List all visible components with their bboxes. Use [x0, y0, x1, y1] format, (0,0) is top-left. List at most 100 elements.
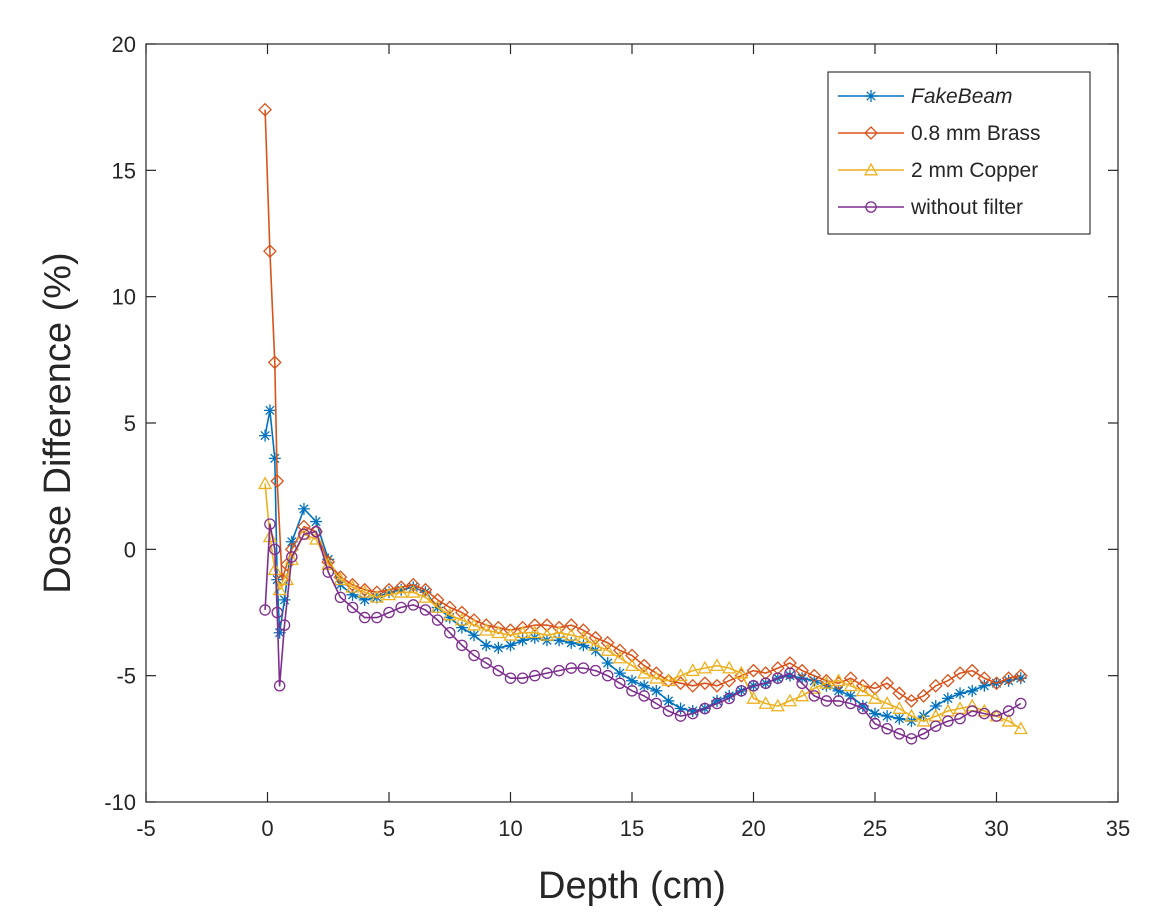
data-point-0-29: [565, 636, 578, 649]
data-point-1-38: [673, 676, 688, 691]
data-point-2-36: [661, 673, 676, 687]
data-point-3-18: [431, 614, 444, 626]
data-point-2-20: [466, 617, 482, 631]
data-point-0-60-shape: [941, 692, 954, 705]
data-point-2-46: [782, 693, 798, 707]
data-point-0-20-shape: [455, 621, 468, 634]
data-point-2-41: [722, 660, 737, 674]
legend-label-0: FakeBeam: [911, 85, 1013, 108]
data-point-0-47-shape: [783, 669, 796, 682]
data-point-0-28: [553, 634, 566, 647]
data-point-3-39: [687, 707, 699, 720]
data-point-1-29: [564, 618, 579, 633]
data-point-3-5: [278, 619, 291, 631]
data-point-1-41: [710, 678, 724, 693]
data-point-0-12-shape: [358, 593, 371, 606]
data-point-2-52: [855, 683, 870, 697]
x-tick-label: 20: [741, 816, 765, 841]
legend: FakeBeam 0.8 mm Brass 2 mm Copper without f…: [827, 71, 1091, 235]
data-point-0-54: [869, 707, 881, 720]
data-point-0-66-shape: [1014, 672, 1027, 685]
data-point-2-62: [977, 703, 992, 717]
data-point-1-28: [552, 620, 567, 635]
data-point-3-35: [638, 690, 650, 702]
data-point-0-39: [686, 705, 699, 718]
x-tick-label: 10: [498, 816, 522, 841]
data-point-0-55: [881, 710, 894, 723]
data-point-2-16: [418, 590, 433, 603]
data-point-3-21: [468, 649, 480, 662]
data-point-0-0-shape: [259, 429, 272, 442]
data-point-0-11: [346, 588, 359, 601]
data-point-3-15: [395, 601, 407, 614]
data-point-0-36: [650, 684, 663, 697]
data-point-0-47: [783, 669, 796, 682]
data-point-1-24: [503, 623, 518, 638]
x-tick-label: 0: [261, 816, 273, 841]
data-point-1-31: [588, 630, 603, 645]
data-point-3-22: [480, 657, 492, 669]
y-tick-label: -10: [104, 790, 136, 815]
data-point-0-50: [820, 679, 833, 692]
series-2: [257, 476, 1028, 735]
data-point-1-53: [855, 678, 870, 693]
data-point-0-1-shape: [263, 404, 276, 417]
data-point-1-27: [540, 618, 554, 633]
data-point-0-41-shape: [711, 694, 724, 707]
data-point-0-52: [844, 689, 857, 702]
data-point-3-62: [966, 705, 978, 717]
data-point-0-66: [1014, 672, 1027, 685]
legend-marker-1: [864, 126, 878, 140]
data-point-0-22-shape: [480, 639, 493, 652]
data-point-2-13: [381, 587, 397, 601]
data-point-0-61-shape: [954, 687, 967, 700]
data-point-3-14: [383, 606, 395, 619]
x-tick-label: 25: [863, 816, 887, 841]
data-point-1-47: [783, 656, 797, 670]
data-point-2-23: [503, 627, 518, 641]
data-point-3-41: [711, 697, 723, 710]
data-point-2-11: [357, 584, 372, 598]
y-tick-label: 15: [112, 158, 136, 183]
data-point-3-27: [541, 667, 553, 679]
data-point-0-59-shape: [929, 699, 942, 712]
data-point-3-44: [747, 680, 760, 692]
data-point-2-38: [685, 663, 700, 677]
series-layer: [257, 102, 1028, 745]
data-point-1-2: [267, 355, 282, 370]
data-point-0-60: [941, 692, 954, 705]
data-point-0-25: [516, 634, 529, 647]
data-point-0-53: [856, 699, 869, 712]
data-point-0-21: [468, 629, 481, 642]
data-point-2-51: [843, 678, 858, 692]
data-point-3-50: [820, 695, 833, 707]
legend-label-3: without filter: [910, 196, 1023, 219]
data-point-0-6-shape: [285, 535, 298, 548]
data-point-2-57: [916, 713, 931, 727]
data-point-0-24-shape: [504, 639, 517, 652]
data-point-0-23: [492, 641, 505, 654]
data-point-0-33-shape: [613, 667, 626, 680]
data-point-2-19: [454, 612, 470, 626]
data-point-1-13: [369, 585, 384, 600]
data-point-3-65: [1002, 705, 1015, 717]
data-point-3-33: [614, 677, 626, 689]
data-point-3-23: [492, 664, 505, 677]
x-axis-label: Depth (cm): [538, 865, 726, 907]
data-point-3-7: [298, 528, 310, 540]
data-point-2-48: [807, 680, 822, 694]
data-point-2-54: [880, 696, 895, 709]
x-tick-label: 15: [620, 816, 644, 841]
data-point-0-29-shape: [565, 636, 578, 649]
data-point-2-53: [867, 691, 883, 704]
data-point-1-1: [263, 244, 277, 259]
data-point-3-57: [905, 733, 918, 745]
legend-marker-0: [865, 90, 877, 102]
data-point-3-37: [662, 705, 675, 717]
data-point-0-15: [395, 583, 408, 596]
data-point-0-14-shape: [383, 586, 395, 599]
data-point-1-0: [258, 102, 272, 117]
data-point-0-12: [358, 593, 371, 606]
y-tick-label: 5: [124, 411, 136, 436]
data-point-3-0: [259, 604, 271, 616]
